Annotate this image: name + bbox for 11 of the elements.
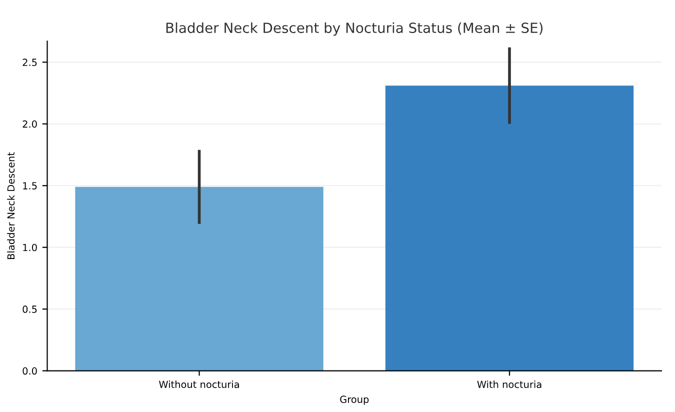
x-tick-label: With nocturia: [477, 380, 542, 388]
y-tick-label: 0.5: [22, 306, 37, 313]
y-tick-label: 1.5: [23, 182, 37, 190]
y-tick-label: 2.5: [22, 58, 37, 66]
x-tick-label: Without nocturia: [159, 380, 239, 388]
y-axis-title: Bladder Neck Descent: [7, 152, 15, 259]
x-axis-title: Group: [340, 396, 369, 405]
y-tick-label: 0.0: [22, 367, 37, 375]
y-tick-label: 1.0: [23, 244, 37, 252]
y-tick-label: 2.0: [22, 120, 37, 128]
chart-title: Bladder Neck Descent by Nocturia Status (Mean ± SE): [166, 22, 543, 36]
